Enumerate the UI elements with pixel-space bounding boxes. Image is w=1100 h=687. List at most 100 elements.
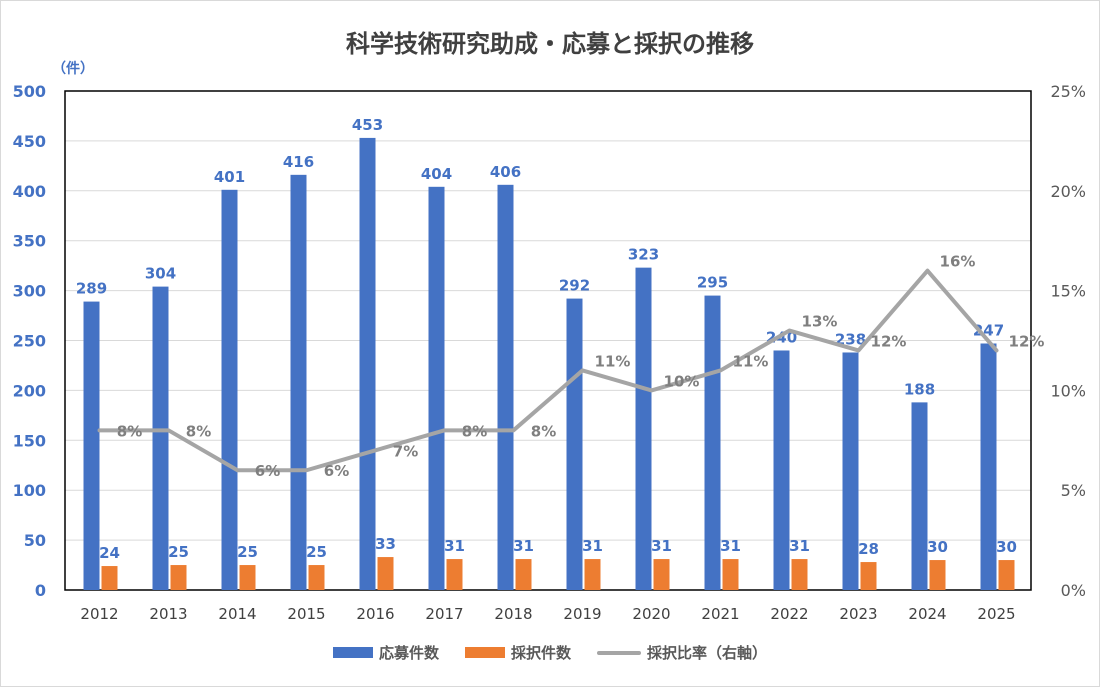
data-label-adoptions: 25 bbox=[306, 543, 327, 561]
bar-applications bbox=[911, 402, 928, 590]
legend-swatch-applications bbox=[332, 647, 373, 658]
bar-adoptions bbox=[791, 559, 808, 590]
data-label-adoptions: 31 bbox=[789, 537, 810, 555]
legend-item-ratio: 採択比率（右軸） bbox=[597, 642, 767, 663]
data-label-applications: 401 bbox=[214, 168, 245, 186]
data-label-adoptions: 30 bbox=[996, 538, 1017, 556]
bar-applications bbox=[497, 184, 514, 590]
bar-adoptions bbox=[998, 560, 1015, 590]
legend-item-adoptions: 採択件数 bbox=[464, 642, 571, 663]
y-left-tick-label: 500 bbox=[13, 82, 46, 101]
y-axis-unit: （件） bbox=[52, 61, 94, 77]
bar-applications bbox=[980, 343, 997, 590]
bar-applications bbox=[566, 298, 583, 590]
bar-applications bbox=[83, 301, 100, 590]
legend-label-adoptions: 採択件数 bbox=[510, 644, 571, 662]
data-label-adoptions: 25 bbox=[237, 543, 258, 561]
bar-applications bbox=[773, 350, 790, 590]
y-right-tick-label: 15% bbox=[1050, 282, 1086, 301]
y-right-tick-label: 20% bbox=[1050, 182, 1086, 201]
data-label-ratio: 7% bbox=[393, 442, 418, 460]
x-tick-label: 2022 bbox=[770, 605, 808, 623]
x-tick-label: 2016 bbox=[356, 605, 394, 623]
data-label-adoptions: 31 bbox=[651, 537, 672, 555]
data-label-adoptions: 31 bbox=[720, 537, 741, 555]
data-label-applications: 188 bbox=[904, 380, 935, 398]
data-label-applications: 304 bbox=[145, 265, 176, 283]
legend-item-applications: 応募件数 bbox=[332, 642, 439, 663]
data-label-ratio: 11% bbox=[733, 352, 769, 370]
x-tick-label: 2019 bbox=[563, 605, 601, 623]
legend-swatch-adoptions bbox=[464, 647, 505, 658]
y-left-tick-label: 50 bbox=[24, 531, 46, 550]
y-left-tick-label: 0 bbox=[35, 581, 46, 600]
legend-label-ratio: 採択比率（右軸） bbox=[647, 644, 768, 662]
bar-applications bbox=[221, 189, 238, 590]
y-left-tick-label: 200 bbox=[13, 381, 46, 400]
bar-applications bbox=[359, 137, 376, 590]
y-right-tick-label: 25% bbox=[1050, 82, 1086, 101]
bar-applications bbox=[152, 286, 169, 590]
bar-adoptions bbox=[584, 559, 601, 590]
y-left-tick-label: 350 bbox=[13, 232, 46, 251]
bar-applications bbox=[290, 174, 307, 590]
data-label-ratio: 6% bbox=[255, 462, 280, 480]
bar-adoptions bbox=[515, 559, 532, 590]
data-label-ratio: 12% bbox=[871, 332, 907, 350]
legend-swatch-ratio bbox=[597, 650, 641, 655]
data-label-adoptions: 30 bbox=[927, 538, 948, 556]
x-tick-label: 2018 bbox=[494, 605, 532, 623]
x-tick-label: 2014 bbox=[218, 605, 256, 623]
data-label-ratio: 8% bbox=[117, 422, 142, 440]
bar-adoptions bbox=[653, 559, 670, 590]
data-label-ratio: 8% bbox=[186, 422, 211, 440]
data-label-adoptions: 25 bbox=[168, 543, 189, 561]
plot-area-border bbox=[64, 90, 1032, 591]
y-left-tick-label: 250 bbox=[13, 332, 46, 351]
data-label-applications: 323 bbox=[628, 246, 659, 264]
data-label-adoptions: 24 bbox=[99, 544, 120, 562]
y-right-tick-label: 10% bbox=[1050, 381, 1086, 400]
x-tick-label: 2020 bbox=[632, 605, 670, 623]
chart-title: 科学技術研究助成・応募と採択の推移 bbox=[346, 30, 754, 58]
bar-applications bbox=[842, 352, 859, 590]
x-tick-label: 2025 bbox=[977, 605, 1015, 623]
data-label-ratio: 8% bbox=[531, 422, 556, 440]
y-right-tick-label: 5% bbox=[1061, 481, 1086, 500]
y-left-tick-label: 450 bbox=[13, 132, 46, 151]
data-label-adoptions: 31 bbox=[513, 537, 534, 555]
bar-adoptions bbox=[860, 562, 877, 590]
x-tick-label: 2023 bbox=[839, 605, 877, 623]
data-label-applications: 404 bbox=[421, 165, 452, 183]
bar-adoptions bbox=[239, 565, 256, 590]
data-label-ratio: 13% bbox=[802, 313, 838, 331]
data-label-applications: 406 bbox=[490, 163, 521, 181]
chart-legend: 応募件数 採択件数 採択比率（右軸） bbox=[0, 642, 1100, 663]
y-left-tick-label: 400 bbox=[13, 182, 46, 201]
legend-label-applications: 応募件数 bbox=[378, 644, 439, 662]
bar-adoptions bbox=[722, 559, 739, 590]
bar-applications bbox=[704, 295, 721, 590]
bar-adoptions bbox=[308, 565, 325, 590]
data-label-ratio: 12% bbox=[1009, 332, 1045, 350]
x-tick-label: 2017 bbox=[425, 605, 463, 623]
data-label-applications: 289 bbox=[76, 280, 107, 298]
data-label-adoptions: 31 bbox=[582, 537, 603, 555]
x-tick-label: 2012 bbox=[80, 605, 118, 623]
data-label-ratio: 16% bbox=[940, 253, 976, 271]
data-label-adoptions: 33 bbox=[375, 535, 396, 553]
x-tick-label: 2024 bbox=[908, 605, 946, 623]
data-label-ratio: 10% bbox=[664, 372, 700, 390]
data-label-adoptions: 31 bbox=[444, 537, 465, 555]
y-right-tick-label: 0% bbox=[1061, 581, 1086, 600]
bar-adoptions bbox=[446, 559, 463, 590]
bar-applications bbox=[635, 267, 652, 590]
y-left-tick-label: 100 bbox=[13, 481, 46, 500]
y-left-tick-label: 150 bbox=[13, 431, 46, 450]
x-tick-label: 2015 bbox=[287, 605, 325, 623]
data-label-applications: 295 bbox=[697, 274, 728, 292]
data-label-ratio: 6% bbox=[324, 462, 349, 480]
data-label-applications: 453 bbox=[352, 116, 383, 134]
data-label-applications: 416 bbox=[283, 153, 314, 171]
